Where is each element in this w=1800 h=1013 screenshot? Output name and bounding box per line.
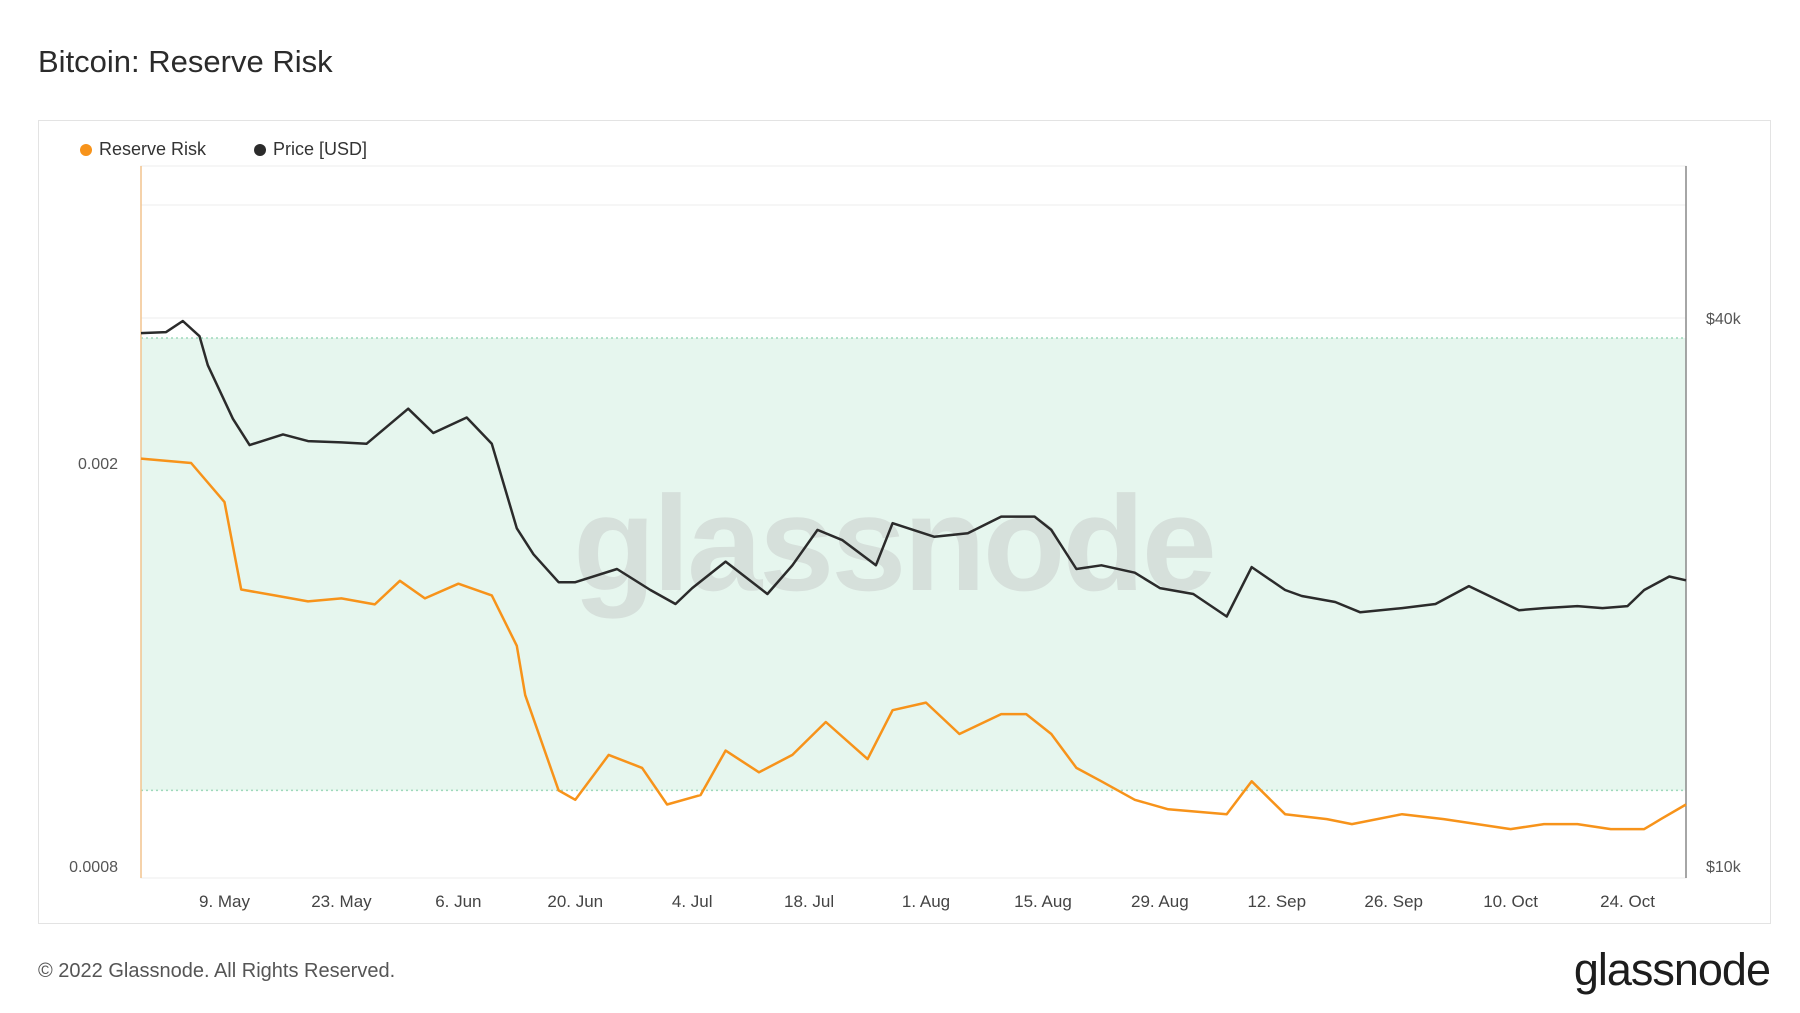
glassnode-logo[interactable]: glassnode [1573, 944, 1771, 995]
price-line [140, 319, 1687, 618]
x-tick-label: 15. Aug [1014, 892, 1072, 911]
x-tick-label: 4. Jul [672, 892, 713, 911]
right-tick-label: $40k [1706, 311, 1742, 328]
left-tick-label: 0.002 [78, 456, 118, 473]
chart-title: Bitcoin: Reserve Risk [38, 44, 333, 79]
legend-label-price: Price [USD] [273, 139, 368, 159]
legend-item-price[interactable]: Price [USD] [254, 139, 367, 160]
right-tick-label: $10k [1706, 859, 1742, 876]
x-tick-label: 1. Aug [902, 892, 950, 911]
copyright-footer: © 2022 Glassnode. All Rights Reserved. [38, 960, 396, 982]
left-tick-label: 0.0008 [69, 859, 118, 876]
x-tick-label: 29. Aug [1131, 892, 1189, 911]
legend-dot-reserve-risk [80, 143, 92, 156]
x-tick-label: 6. Jun [435, 892, 481, 911]
legend-item-reserve-risk[interactable]: Reserve Risk [80, 139, 206, 160]
x-tick-label: 18. Jul [784, 892, 834, 911]
x-tick-label: 10. Oct [1483, 892, 1538, 911]
chart-frame [38, 120, 1771, 924]
x-tick-label: 23. May [311, 892, 372, 911]
x-tick-label: 24. Oct [1600, 892, 1655, 911]
x-tick-label: 26. Sep [1364, 892, 1423, 911]
reserve-risk-band [141, 338, 1686, 791]
reserve-risk-line [140, 457, 1687, 831]
x-tick-label: 12. Sep [1247, 892, 1306, 911]
legend-label-reserve-risk: Reserve Risk [99, 139, 207, 159]
chart-legend: Reserve Risk Price [USD] [80, 139, 367, 160]
legend-dot-price [254, 143, 267, 156]
x-tick-label: 20. Jun [547, 892, 603, 911]
watermark-text: glassnode [573, 468, 1214, 619]
x-tick-label: 9. May [199, 892, 251, 911]
